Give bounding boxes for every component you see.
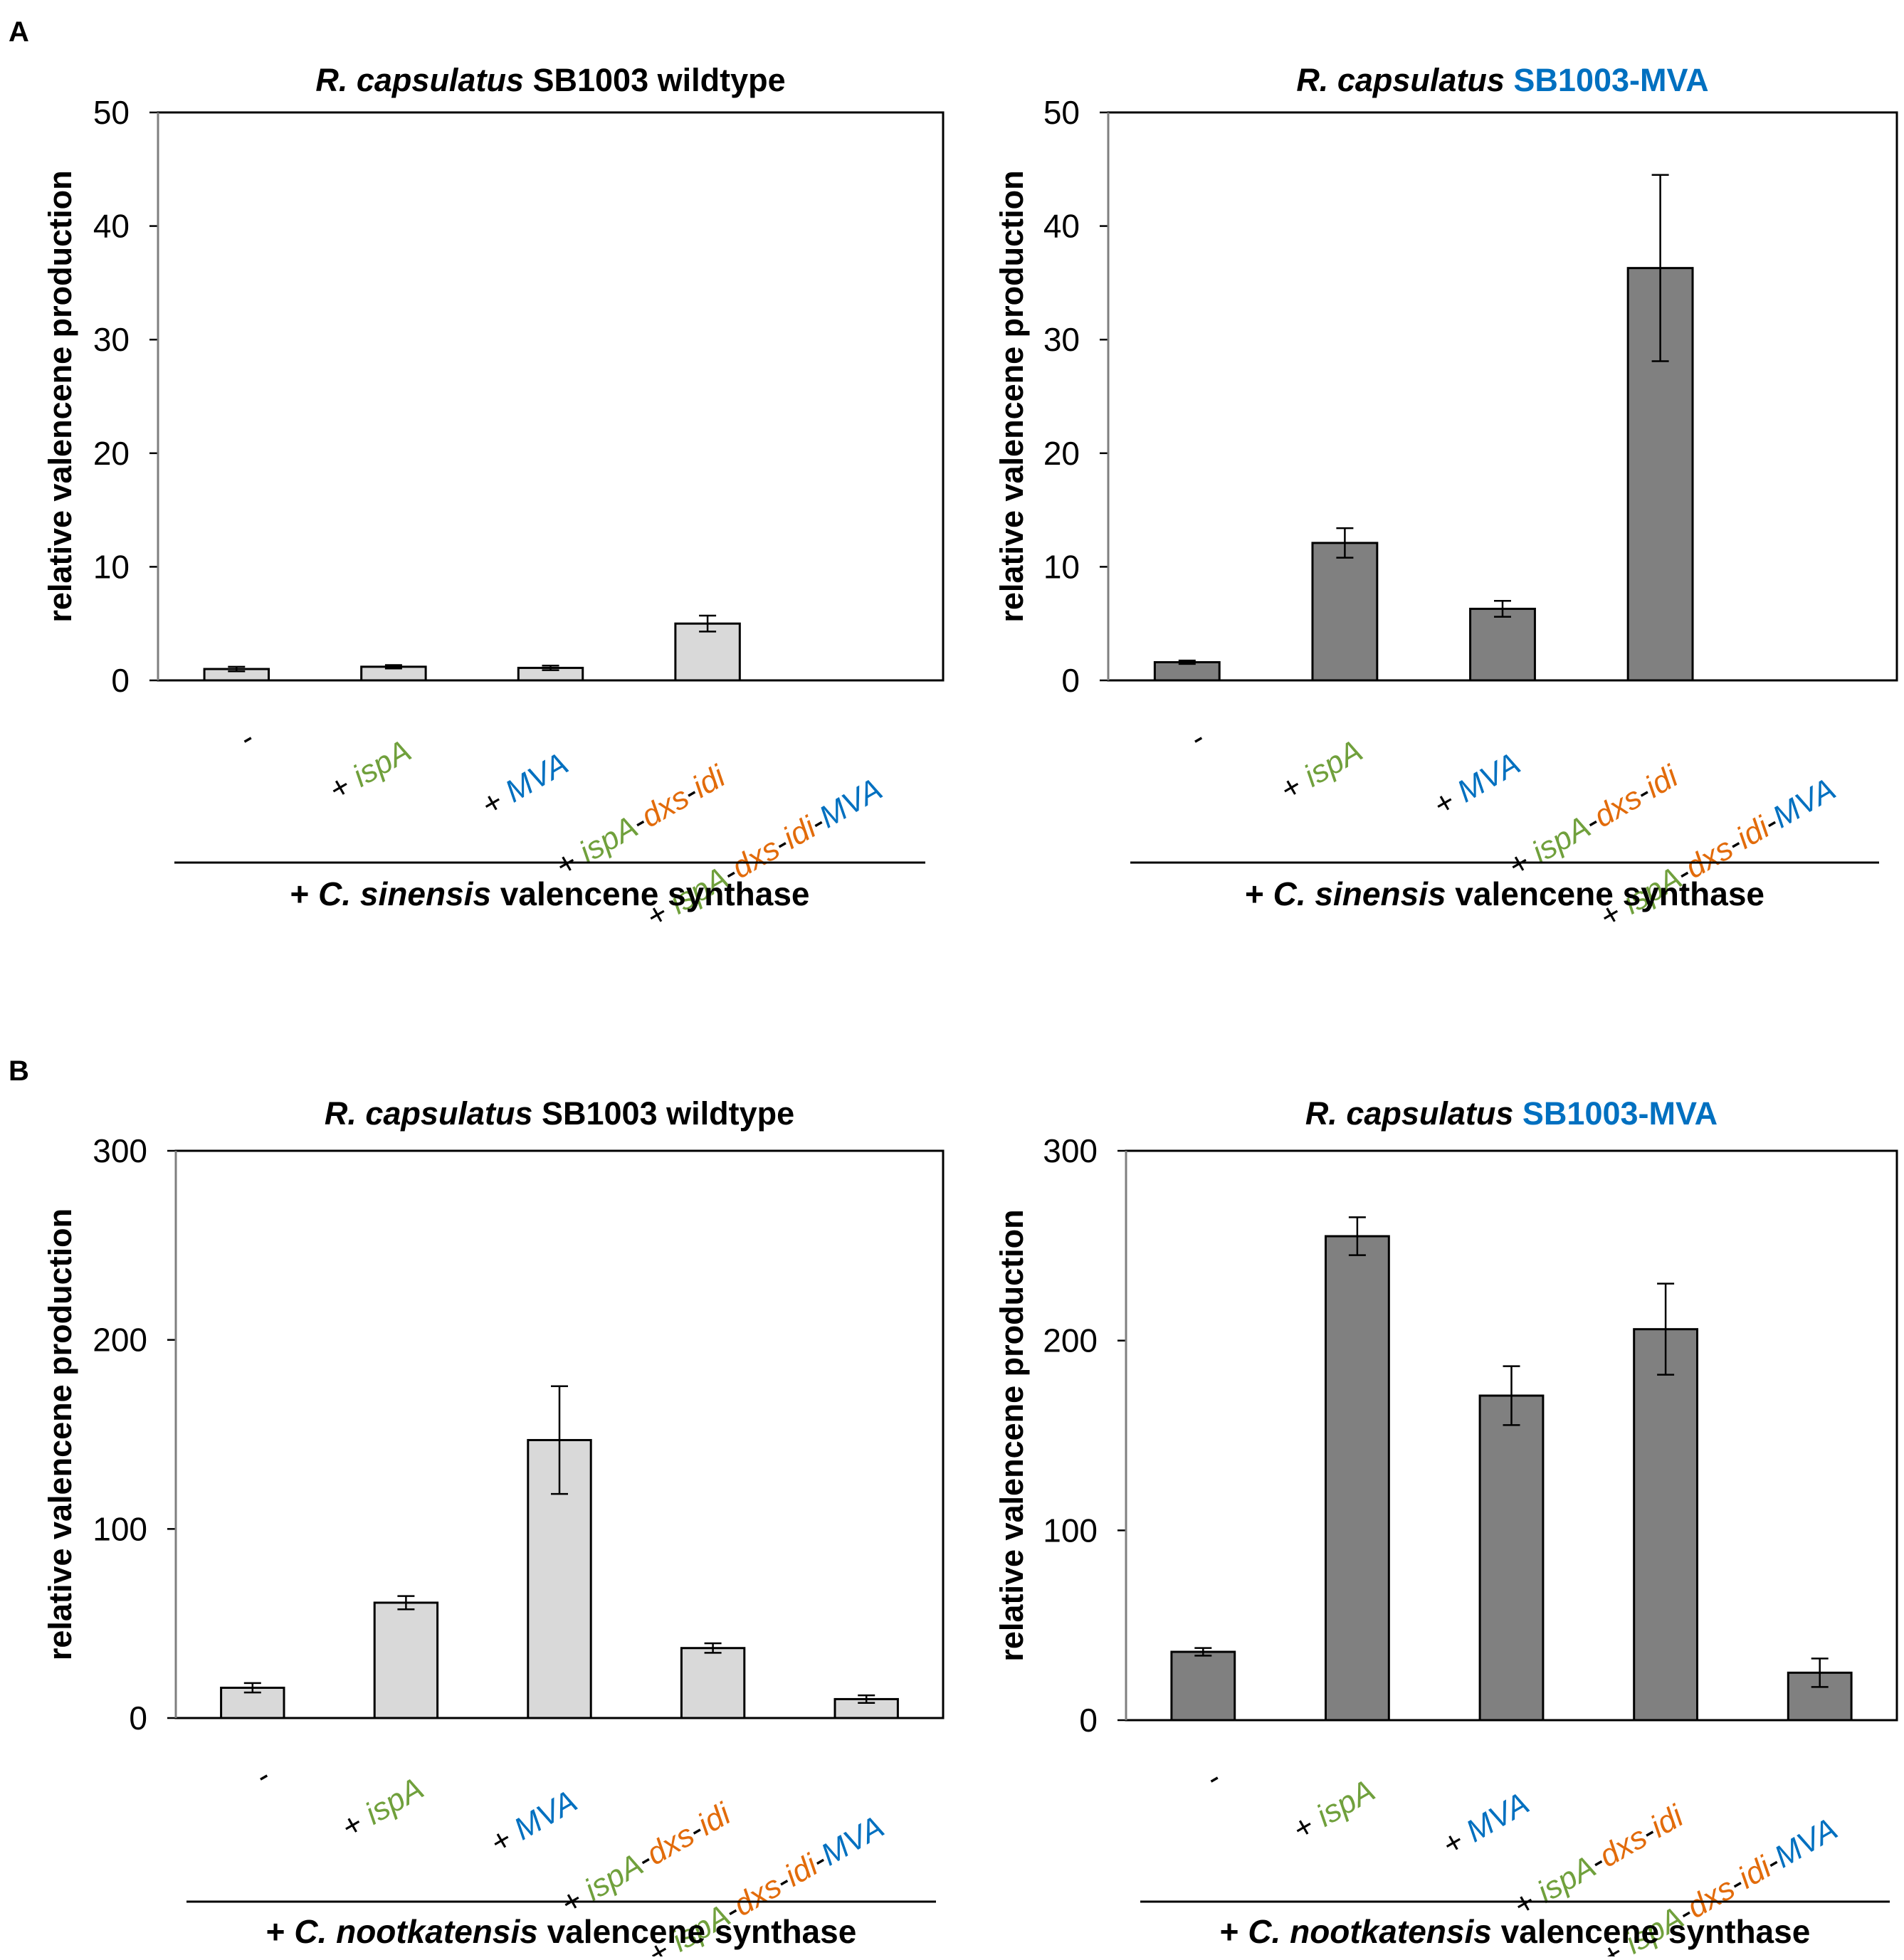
bar <box>680 1647 746 1719</box>
bar <box>1153 660 1221 682</box>
y-tick-label: 30 <box>93 321 130 358</box>
footer-label-part: valencene synthase <box>491 875 809 912</box>
bar <box>1170 1650 1236 1722</box>
footer-label-part: valencene synthase <box>1492 1913 1810 1950</box>
x-tick-label: + MVA <box>1437 1786 1535 1862</box>
y-axis-label: relative valencene production <box>994 170 1030 622</box>
y-tick-label: 0 <box>1061 662 1080 699</box>
chart-mva-c-sinensis: R. capsulatus SB1003-MVA relative valence… <box>994 62 1898 934</box>
x-tick-label-part: - <box>250 1758 276 1793</box>
x-tick-label: + ispA <box>336 1771 429 1845</box>
footer-label-part: valencene synthase <box>538 1913 856 1950</box>
y-tick-label: 10 <box>1043 548 1080 585</box>
y-tick-label: 50 <box>93 94 130 131</box>
x-tick-label-part: MVA <box>1461 1786 1535 1849</box>
y-axis-label: relative valencene production <box>994 1209 1030 1661</box>
plot-area-frame <box>1107 111 1898 682</box>
x-tick-label: + MVA <box>485 1784 583 1860</box>
y-tick-label: 300 <box>93 1132 147 1169</box>
x-tick-label: + ispA <box>1275 733 1368 807</box>
chart-title-part: R. capsulatus <box>1296 62 1505 98</box>
x-tick-label-part: MVA <box>1769 1811 1843 1875</box>
footer-label-part: C. sinensis <box>318 875 491 912</box>
chart-wildtype-c-nootkatensis: R. capsulatus SB1003 wildtype relative va… <box>42 1095 945 1960</box>
x-tick-label-part: MVA <box>1451 746 1526 809</box>
x-tick-label-part: MVA <box>508 1784 583 1847</box>
x-tick-label: + ispA <box>1287 1773 1380 1847</box>
footer-label-part: + <box>1220 1913 1248 1950</box>
footer-label-part: C. sinensis <box>1273 875 1446 912</box>
x-tick-label-part: MVA <box>500 746 574 809</box>
chart-title-part: SB1003 wildtype <box>532 1095 794 1132</box>
y-tick-label: 10 <box>93 548 130 585</box>
chart-mva-c-nootkatensis: R. capsulatus SB1003-MVA relative valence… <box>994 1095 1898 1960</box>
chart-title-part: R. capsulatus <box>1305 1095 1514 1132</box>
x-tick-label-part: - <box>233 720 260 756</box>
bar <box>1311 542 1379 682</box>
x-tick-label: + MVA <box>1428 746 1526 823</box>
plot-area-frame <box>157 111 945 682</box>
y-axis-label: relative valencene production <box>42 170 78 622</box>
panel-label-a: A <box>9 16 29 48</box>
y-tick-label: 30 <box>1043 321 1080 358</box>
x-tick-label: + ispA-dxs-idi <box>1503 759 1684 884</box>
bar <box>373 1601 439 1719</box>
bar <box>1633 1328 1699 1722</box>
footer-label-part: C. nootkatensis <box>1248 1913 1492 1950</box>
footer-label-part: + <box>266 1913 295 1950</box>
chart-title-part: SB1003-MVA <box>1505 62 1709 98</box>
y-axis-label: relative valencene production <box>42 1208 78 1660</box>
x-tick-label: - <box>1200 1760 1226 1796</box>
footer-label: + C. nootkatensis valencene synthase <box>266 1913 857 1950</box>
x-tick-label: - <box>250 1758 276 1793</box>
bar <box>1324 1235 1390 1722</box>
chart-title-part: SB1003-MVA <box>1513 1095 1718 1132</box>
footer-label: + C. nootkatensis valencene synthase <box>1220 1913 1811 1950</box>
y-tick-label: 0 <box>111 662 130 699</box>
footer-label-part: C. nootkatensis <box>294 1913 538 1950</box>
footer-label-part: + <box>290 875 319 912</box>
x-tick-label-part: MVA <box>814 771 888 835</box>
y-tick-label: 20 <box>1043 435 1080 472</box>
y-tick-label: 0 <box>1079 1702 1098 1739</box>
chart-title-part: R. capsulatus <box>315 62 524 98</box>
x-tick-label-part: - <box>1184 720 1211 756</box>
bar <box>1478 1394 1545 1722</box>
x-tick-label: + ispA-dxs-idi <box>550 759 732 884</box>
chart-title-part: R. capsulatus <box>325 1095 533 1132</box>
y-tick-label: 300 <box>1043 1132 1098 1169</box>
chart-title: R. capsulatus SB1003 wildtype <box>325 1095 794 1132</box>
y-tick-label: 40 <box>93 208 130 245</box>
y-tick-label: 0 <box>129 1700 147 1737</box>
y-tick-label: 40 <box>1043 208 1080 245</box>
bar <box>1469 607 1536 682</box>
panel-label-b: B <box>9 1055 29 1087</box>
x-tick-label-part: MVA <box>1767 771 1841 835</box>
x-tick-label: + MVA <box>476 746 574 823</box>
y-tick-label: 100 <box>93 1510 147 1547</box>
footer-label-part: + <box>1245 875 1273 912</box>
y-tick-label: 20 <box>93 435 130 472</box>
chart-title: R. capsulatus SB1003-MVA <box>1305 1095 1718 1132</box>
chart-title-part: SB1003 wildtype <box>524 62 786 98</box>
y-tick-label: 200 <box>93 1322 147 1359</box>
y-tick-label: 200 <box>1043 1322 1098 1359</box>
y-tick-label: 100 <box>1043 1512 1098 1549</box>
footer-label: + C. sinensis valencene synthase <box>290 875 810 912</box>
chart-title: R. capsulatus SB1003 wildtype <box>315 62 785 98</box>
x-tick-label: + ispA <box>323 733 416 807</box>
x-tick-label: - <box>233 720 260 756</box>
x-tick-label-part: MVA <box>815 1809 890 1872</box>
chart-title: R. capsulatus SB1003-MVA <box>1296 62 1708 98</box>
y-tick-label: 50 <box>1043 94 1080 131</box>
chart-wildtype-c-sinensis: R. capsulatus SB1003 wildtype relative va… <box>42 62 945 934</box>
x-tick-label-part: - <box>1200 1760 1226 1796</box>
x-tick-label: - <box>1184 720 1211 756</box>
footer-label-part: valencene synthase <box>1446 875 1764 912</box>
bar <box>674 622 741 682</box>
footer-label: + C. sinensis valencene synthase <box>1245 875 1764 912</box>
x-tick-label: + ispA-dxs-idi <box>1508 1798 1690 1924</box>
